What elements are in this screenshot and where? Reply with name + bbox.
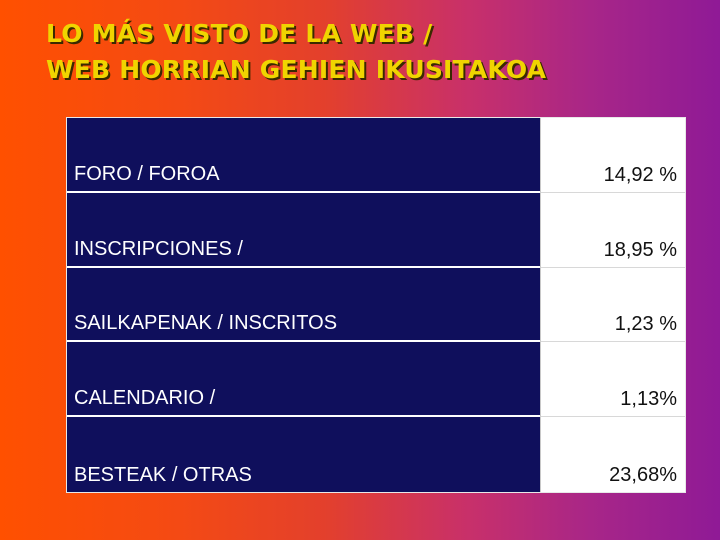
stats-table: FORO / FOROA 14,92 % INSCRIPCIONES / 18,… [66,117,686,493]
table-row-calendario: CALENDARIO / 1,13% [67,342,685,418]
row-value: 1,13% [540,342,685,418]
table-row-foro: FORO / FOROA 14,92 % [67,118,685,193]
slide-title: LO MÁS VISTO DE LA WEB / WEB HORRIAN GEH… [46,16,546,88]
table-row-sailkapenak: SAILKAPENAK / INSCRITOS 1,23 % [67,267,685,343]
row-label: BESTEAK / OTRAS [67,417,540,492]
row-label: SAILKAPENAK / INSCRITOS [67,267,540,343]
row-label: CALENDARIO / [67,342,540,418]
slide-title-line-1: LO MÁS VISTO DE LA WEB / [46,19,433,48]
table-row-inscripciones: INSCRIPCIONES / 18,95 % [67,192,685,268]
row-value: 1,23 % [540,267,685,343]
row-label: FORO / FOROA [67,118,540,193]
row-value: 14,92 % [540,118,685,193]
table-row-besteak: BESTEAK / OTRAS 23,68% [67,417,685,492]
row-value: 23,68% [540,417,685,492]
row-label: INSCRIPCIONES / [67,192,540,268]
slide-title-line-2: WEB HORRIAN GEHIEN IKUSITAKOA [46,55,547,84]
row-value: 18,95 % [540,192,685,268]
